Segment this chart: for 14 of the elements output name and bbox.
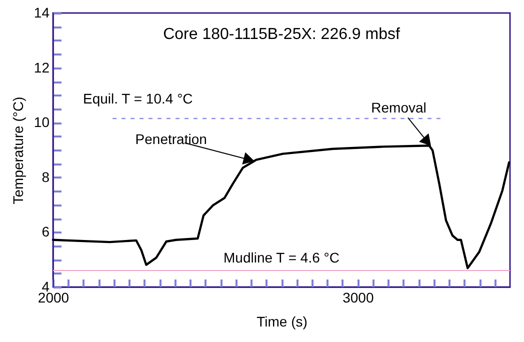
text: Core 180-1115B-25X: 226.9 mbsf bbox=[163, 26, 400, 43]
ref-line-label: Mudline T = 4.6 °C bbox=[224, 250, 340, 266]
y-tick-label: 6 bbox=[42, 224, 50, 240]
x-axis-title: Time (s) bbox=[256, 314, 308, 330]
y-tick-label: 10 bbox=[34, 114, 50, 130]
x-tick-label: 2000 bbox=[38, 290, 70, 306]
x-tick-label: 3000 bbox=[342, 290, 374, 306]
y-tick-label: 8 bbox=[42, 168, 50, 185]
annotation: Penetration bbox=[135, 130, 207, 147]
y-axis-title: Temperature (°C) bbox=[10, 96, 26, 204]
y-tick-label: 14 bbox=[34, 4, 50, 20]
y-tick-label: 12 bbox=[34, 59, 50, 76]
legend-label: Equil. T = 10.4 °C bbox=[83, 90, 193, 106]
annotation: Removal bbox=[371, 100, 426, 116]
